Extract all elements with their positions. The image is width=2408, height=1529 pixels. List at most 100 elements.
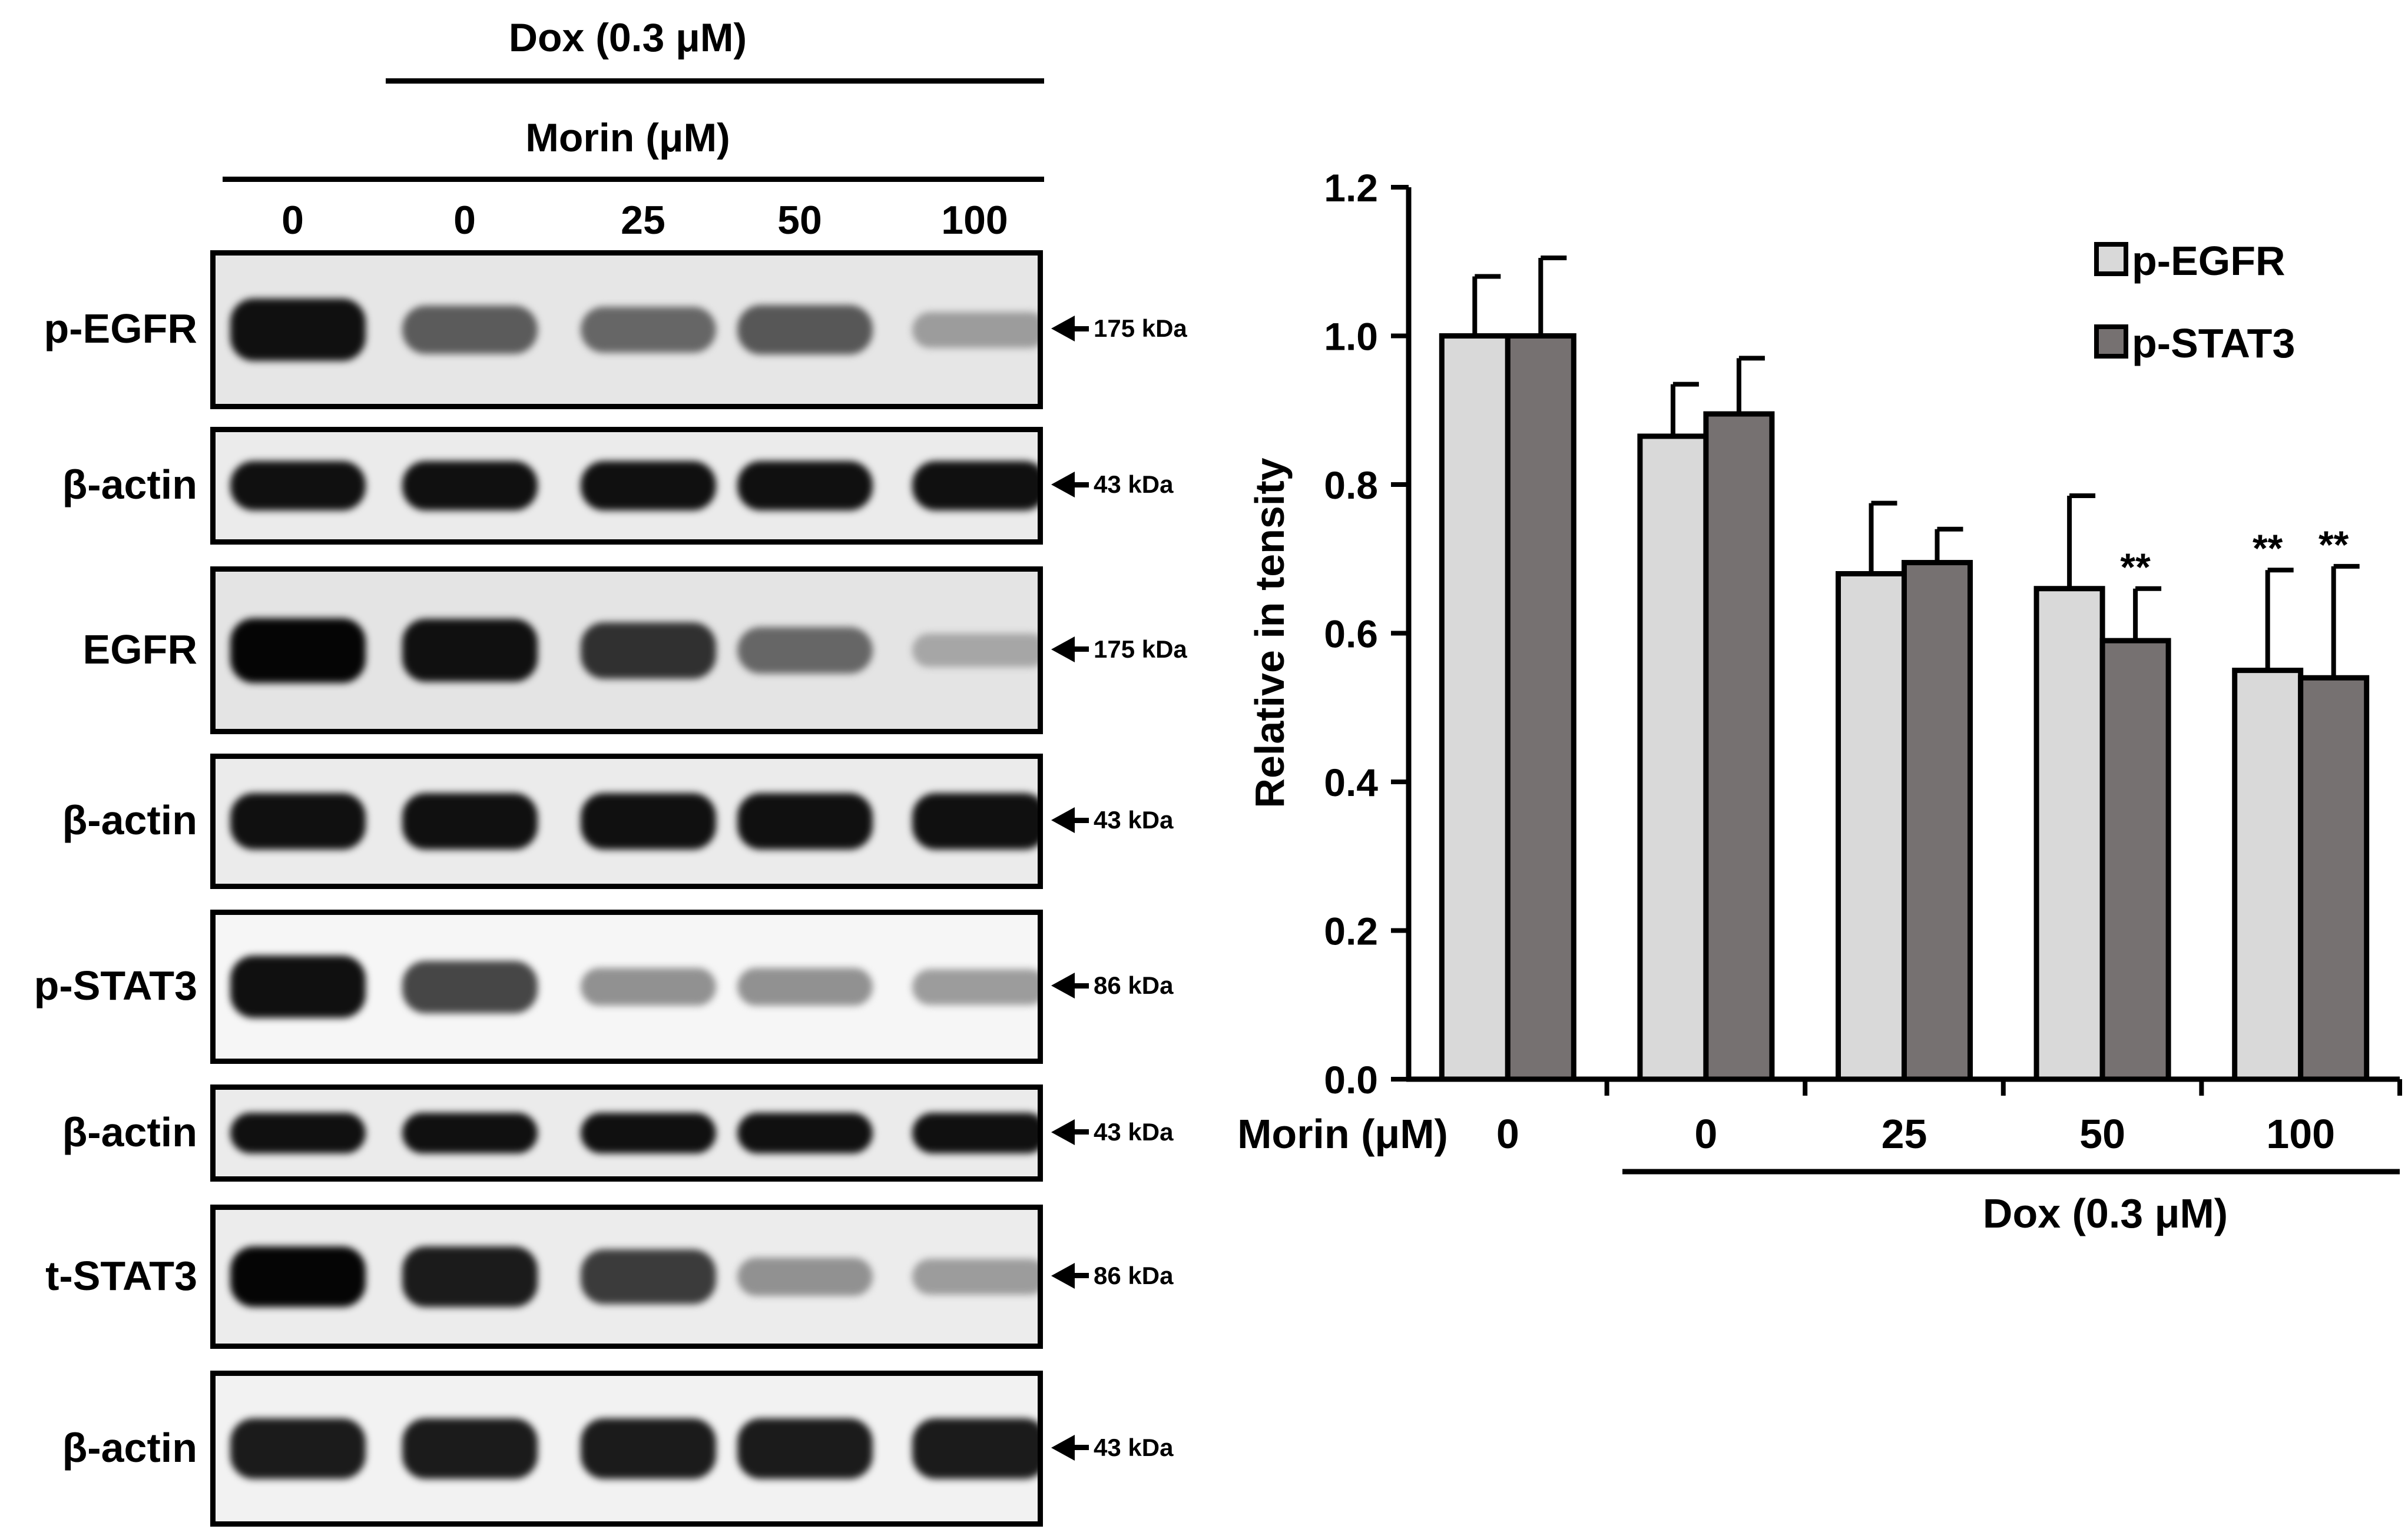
- blot-band: [230, 1112, 366, 1154]
- blot-band: [737, 792, 873, 850]
- blot-band: [912, 1418, 1038, 1479]
- blot-band: [230, 1246, 366, 1307]
- blot-band: [737, 461, 873, 510]
- molecular-weight-marker: 43 kDa: [1051, 470, 1173, 499]
- y-tick-label: 0.0: [1324, 1058, 1378, 1102]
- blot-panel: [210, 754, 1043, 889]
- blot-band: [581, 967, 716, 1006]
- arrow-shaft: [1075, 646, 1089, 652]
- blot-panel: [210, 250, 1043, 409]
- blot-band: [581, 1112, 716, 1154]
- blot-panel: [210, 566, 1043, 734]
- blot-band: [402, 960, 538, 1013]
- blot-band: [581, 1249, 716, 1304]
- marker-label: 43 kDa: [1094, 470, 1174, 498]
- blot-band: [402, 792, 538, 850]
- x-tick-label: 0: [1496, 1111, 1519, 1157]
- blot-row-label: EGFR: [82, 626, 197, 672]
- legend-label: p-EGFR: [2132, 238, 2286, 284]
- blot-band: [402, 1246, 538, 1307]
- bar-p-egfr: [2232, 668, 2304, 1082]
- blot-band: [230, 792, 366, 850]
- arrow-shaft: [1075, 983, 1089, 989]
- blot-row-label: β-actin: [62, 1109, 197, 1155]
- marker-label: 43 kDa: [1094, 1433, 1174, 1461]
- arrow-shaft: [1075, 817, 1089, 823]
- arrow-left-icon: [1051, 636, 1075, 662]
- blot-band: [230, 1418, 366, 1479]
- blot-band: [581, 622, 716, 679]
- blot-band: [737, 627, 873, 674]
- blot-band: [912, 633, 1038, 668]
- blot-band: [737, 1418, 873, 1479]
- arrow-left-icon: [1051, 316, 1075, 341]
- legend-swatch: [2094, 242, 2128, 276]
- blot-panel: [210, 1371, 1043, 1527]
- marker-label: 86 kDa: [1094, 1261, 1174, 1289]
- x-tick-label: 25: [1882, 1111, 1927, 1157]
- blot-panel: [210, 910, 1043, 1064]
- lane-label: 50: [777, 198, 822, 243]
- blot-band: [402, 1112, 538, 1154]
- y-tick-label: 1.2: [1324, 166, 1378, 210]
- arrow-shaft: [1075, 1129, 1089, 1135]
- lane-label: 25: [621, 198, 665, 243]
- marker-label: 175 kDa: [1094, 635, 1187, 663]
- blot-band: [737, 305, 873, 354]
- arrow-shaft: [1075, 1273, 1089, 1278]
- blot-band: [912, 1259, 1038, 1295]
- blot-band: [230, 461, 366, 510]
- x-axis-prefix-label: Morin (μM): [1237, 1111, 1448, 1157]
- blot-band: [581, 1418, 716, 1479]
- blot-band: [912, 792, 1038, 850]
- significance-label: **: [2253, 526, 2283, 570]
- y-axis-label: Relative in tensity: [1247, 457, 1293, 808]
- legend-swatch: [2094, 324, 2128, 359]
- blot-row-label: β-actin: [62, 462, 197, 508]
- blot-band: [402, 1418, 538, 1479]
- blot-panel: [210, 427, 1043, 545]
- blot-morin-header: Morin (μM): [525, 115, 730, 160]
- arrow-shaft: [1075, 482, 1089, 487]
- molecular-weight-marker: 43 kDa: [1051, 1118, 1173, 1146]
- x-tick-label: 100: [2266, 1111, 2335, 1157]
- y-tick-label: 0.8: [1324, 463, 1378, 507]
- blot-row-label: t-STAT3: [45, 1252, 197, 1299]
- molecular-weight-marker: 175 kDa: [1051, 635, 1187, 664]
- blot-band: [402, 461, 538, 510]
- molecular-weight-marker: 175 kDa: [1051, 314, 1187, 343]
- y-tick-label: 0.2: [1324, 910, 1378, 953]
- arrow-left-icon: [1051, 973, 1075, 999]
- molecular-weight-marker: 43 kDa: [1051, 806, 1173, 834]
- blot-row-label: p-EGFR: [44, 306, 197, 351]
- y-tick-label: 1.0: [1324, 315, 1378, 359]
- blot-band: [230, 618, 366, 683]
- blot-band: [402, 306, 538, 354]
- blot-row-label: β-actin: [62, 797, 197, 843]
- blot-dox-line: [386, 78, 1044, 84]
- y-tick-label: 0.4: [1324, 761, 1378, 804]
- blot-band: [581, 461, 716, 510]
- molecular-weight-marker: 43 kDa: [1051, 1434, 1173, 1462]
- blot-band: [402, 619, 538, 682]
- blot-band: [230, 298, 366, 361]
- blot-band: [581, 792, 716, 850]
- blot-band: [912, 461, 1038, 510]
- blot-band: [912, 311, 1038, 348]
- bar-p-egfr: [2033, 586, 2105, 1082]
- bar-p-egfr: [1637, 433, 1709, 1082]
- blot-panel: [210, 1084, 1043, 1182]
- lane-label: 0: [453, 198, 476, 243]
- bar-p-stat3: [1902, 560, 1973, 1082]
- arrow-left-icon: [1051, 807, 1075, 833]
- blot-band: [737, 1112, 873, 1154]
- group-label: Dox (0.3 μM): [1983, 1190, 2228, 1236]
- legend-label: p-STAT3: [2132, 320, 2295, 366]
- arrow-left-icon: [1051, 472, 1075, 497]
- bar-p-stat3: [1703, 411, 1775, 1082]
- molecular-weight-marker: 86 kDa: [1051, 971, 1173, 1000]
- lane-label: 100: [941, 198, 1008, 243]
- blot-panel: [210, 1205, 1043, 1349]
- blot-band: [737, 1258, 873, 1296]
